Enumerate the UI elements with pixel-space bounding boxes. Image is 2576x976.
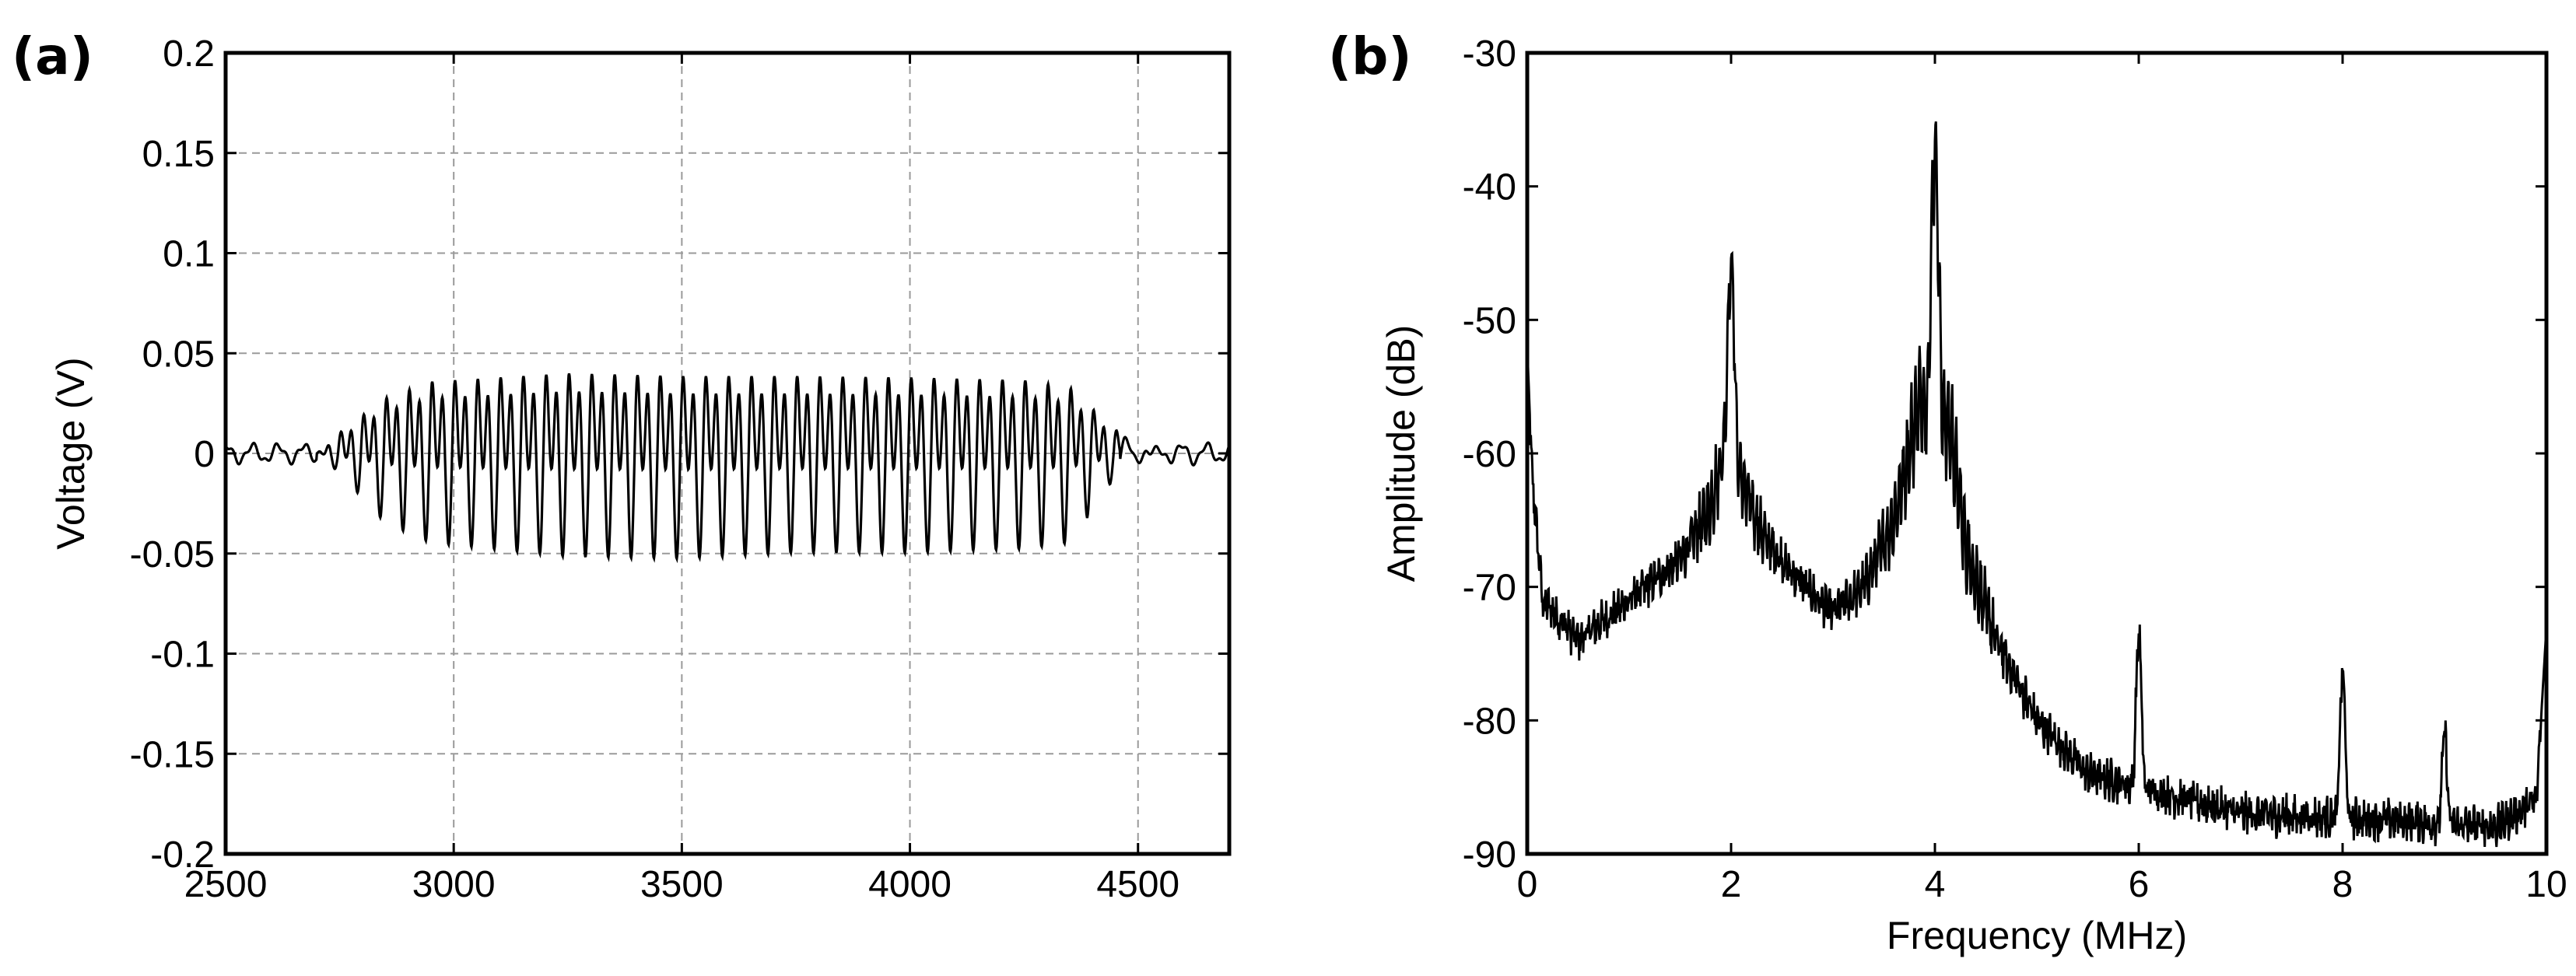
panel-b-xtick-label: 4 (1925, 864, 1946, 905)
panel-a-ytick-label: 0 (194, 434, 215, 475)
panel-a-ylabel: Voltage (V) (49, 357, 93, 549)
panel-b-ticks: 0 2 4 6 8 10 -90 -80 -70 -60 -50 -40 -30 (1463, 33, 2567, 905)
panel-b-series-spectrum (1526, 121, 2548, 848)
panel-b-ytick-label: -80 (1463, 701, 1516, 742)
panel-a-series-signal (224, 373, 1231, 564)
panel-a-ytick-label: -0.15 (130, 734, 215, 775)
panel-b-xtick-label: 6 (2129, 864, 2150, 905)
panel-b-ytick-label: -90 (1463, 834, 1516, 876)
panel-b-axes-frame (1525, 51, 2549, 856)
panel-a-ytick-label: 0.1 (163, 234, 215, 275)
panel-a-trace (224, 373, 1231, 564)
panel-a-xtick-label: 4500 (1096, 864, 1179, 905)
panel-a-axes-frame (223, 51, 1232, 856)
panel-b-xtick-label: 8 (2332, 864, 2353, 905)
panel-b-ytick-label: -60 (1463, 434, 1516, 475)
panel-a-ytick-label: 0.2 (163, 33, 215, 75)
panel-a-ytick-label: 0.05 (142, 334, 215, 375)
panel-b-ytick-label: -50 (1463, 300, 1516, 341)
panel-b-label: (b) (1328, 26, 1412, 86)
panel-a-xtick-label: 3000 (412, 864, 496, 905)
panel-a: (a) 2500 3000 3500 4000 4500 -0.2 -0.15 -0.1 -0.… (12, 26, 1232, 905)
panel-a-ytick-label: -0.1 (150, 635, 215, 676)
panel-a-ytick-label: -0.05 (130, 534, 215, 575)
panel-b-xlabel: Frequency (MHz) (1887, 914, 2187, 957)
panel-a-xtick-label: 3500 (640, 864, 724, 905)
panel-b-ytick-label: -70 (1463, 568, 1516, 609)
panel-a-label: (a) (12, 26, 93, 86)
panel-b-xtick-label: 10 (2525, 864, 2567, 905)
panel-b-ytick-label: -40 (1463, 167, 1516, 208)
panel-a-xtick-label: 4000 (868, 864, 952, 905)
panel-b-xtick-label: 2 (1721, 864, 1742, 905)
panel-b-xtick-label: 0 (1517, 864, 1538, 905)
panel-b-ytick-label: -30 (1463, 33, 1516, 75)
panel-b-ylabel: Amplitude (dB) (1379, 325, 1423, 582)
panel-b-trace (1526, 121, 2548, 848)
panel-a-xtick-label: 2500 (184, 864, 268, 905)
panel-a-ytick-label: 0.15 (142, 134, 215, 175)
panel-b: (b) 0 2 4 6 8 10 -90 -80 -70 -60 -50 -40 -30 Amplitu… (1328, 26, 2567, 957)
panel-a-ticks: 2500 3000 3500 4000 4500 -0.2 -0.15 -0.1 -0.05 0 0… (130, 33, 1229, 905)
panel-a-ytick-label: -0.2 (150, 834, 215, 876)
